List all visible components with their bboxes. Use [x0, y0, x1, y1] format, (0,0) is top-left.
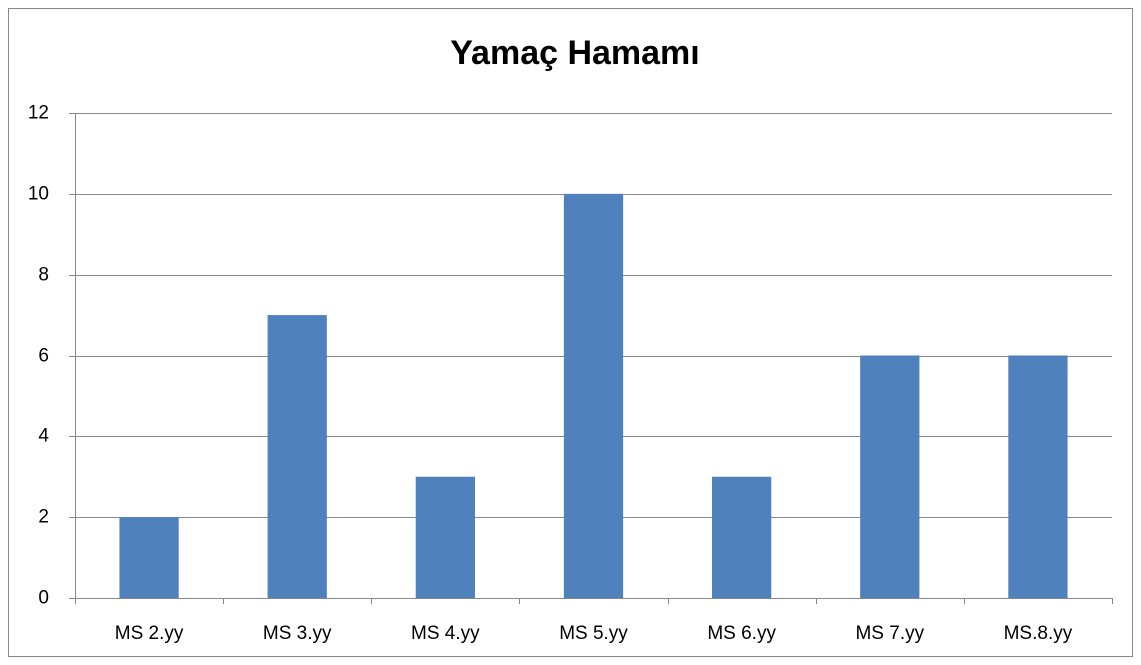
chart-title: Yamaç Hamamı [450, 34, 700, 72]
x-tick-label: MS 7.yy [855, 623, 924, 644]
bar [860, 355, 920, 598]
y-tick-label: 2 [38, 507, 49, 528]
x-tick-label: MS 3.yy [263, 623, 332, 644]
bar [415, 476, 475, 598]
x-tick-label: MS.8.yy [1004, 623, 1073, 644]
bar [267, 315, 327, 598]
bar [712, 476, 772, 598]
x-tick-label: MS 5.yy [559, 623, 628, 644]
bar [1008, 355, 1068, 598]
bar [563, 193, 624, 599]
y-tick-label: 4 [38, 426, 49, 447]
bar [119, 517, 179, 598]
x-tick-label: MS 4.yy [411, 623, 480, 644]
y-tick-label: 8 [38, 265, 49, 286]
x-tick-label: MS 6.yy [707, 623, 776, 644]
y-tick-label: 12 [28, 103, 49, 124]
y-tick-label: 0 [38, 588, 49, 609]
y-tick-label: 10 [28, 184, 49, 205]
y-tick-label: 6 [38, 346, 49, 367]
x-tick-label: MS 2.yy [115, 623, 184, 644]
